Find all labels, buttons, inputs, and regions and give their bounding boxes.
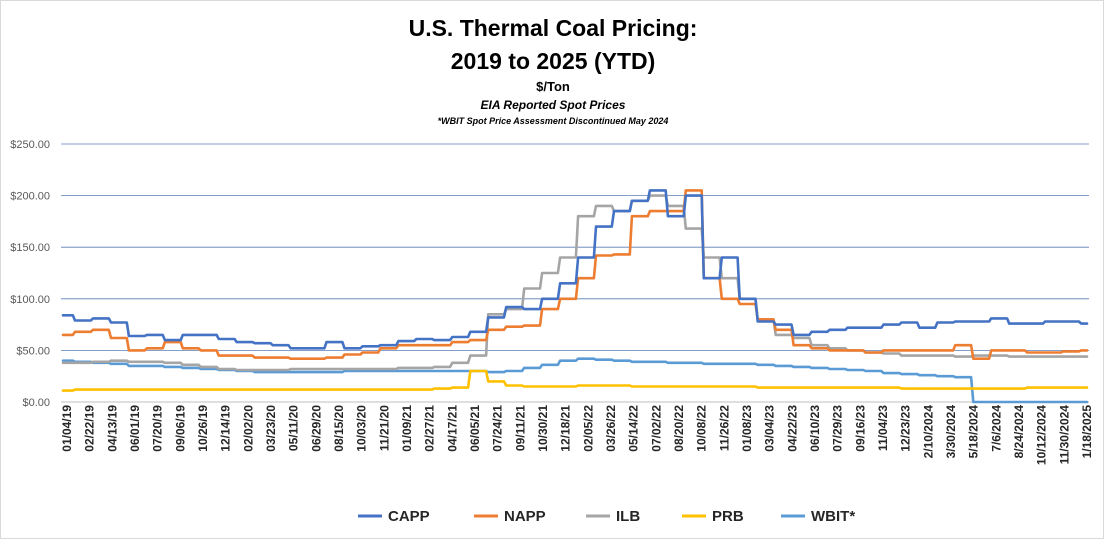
x-tick-label: 09/11/21 [513,405,527,451]
x-tick-label: 11/04/23 [876,405,890,451]
y-tick-label: $250.00 [10,139,50,151]
x-tick-label: 10/12/2024 [1035,405,1049,465]
x-tick-label: 3/30/2024 [944,405,958,459]
x-tick-label: 02/27/21 [423,405,437,452]
x-tick-label: 09/16/23 [853,405,867,452]
x-tick-label: 1/18/2025 [1080,405,1094,459]
y-tick-label: $0.00 [22,397,50,409]
x-axis-ticks: 01/04/19 02/22/19 04/13/19 06/01/19 07/20/19… [60,405,1094,465]
x-tick-label: 10/26/19 [196,405,210,452]
x-tick-label: 08/20/22 [672,405,686,452]
y-tick-label: $50.00 [16,345,50,357]
x-tick-label: 05/14/22 [627,405,641,452]
x-tick-label: 03/23/20 [264,405,278,452]
x-tick-label: 06/01/19 [128,405,142,452]
x-tick-label: 12/23/23 [899,405,913,452]
x-tick-label: 06/10/23 [808,405,822,452]
x-tick-label: 12/18/21 [559,405,573,452]
series-lines [61,189,1089,404]
x-tick-label: 04/17/21 [445,405,459,452]
x-tick-label: 09/06/19 [173,405,187,452]
x-tick-label: 07/24/21 [491,405,505,452]
x-tick-label: 10/03/20 [355,405,369,452]
legend-label-napp: NAPP [504,508,546,525]
legend: CAPP NAPP ILB PRB WBIT* [358,508,855,525]
gridlines [61,143,1089,403]
x-tick-label: 11/21/20 [377,405,391,451]
x-tick-label: 02/02/20 [241,405,255,452]
y-axis-ticks: $0.00 $50.00 $100.00 $150.00 $200.00 $250.00 [10,139,50,409]
x-tick-label: 02/22/19 [83,405,97,452]
x-tick-label: 08/15/20 [332,405,346,452]
x-tick-label: 5/18/2024 [967,405,981,459]
x-tick-label: 04/13/19 [105,405,119,452]
x-tick-label: 07/02/22 [649,405,663,452]
x-tick-label: 2/10/2024 [921,405,935,459]
legend-label-ilb: ILB [616,508,640,525]
x-tick-label: 04/22/23 [785,405,799,452]
x-tick-label: 10/08/22 [695,405,709,452]
x-tick-label: 03/26/22 [604,405,618,452]
x-tick-label: 02/05/22 [581,405,595,452]
x-tick-label: 05/11/20 [287,405,301,451]
legend-label-capp: CAPP [388,508,430,525]
chart-title: U.S. Thermal Coal Pricing: [408,15,698,41]
x-tick-label: 01/08/23 [740,405,754,452]
y-tick-label: $150.00 [10,242,50,254]
y-tick-label: $100.00 [10,294,50,306]
x-tick-label: 06/29/20 [309,405,323,452]
source-label: EIA Reported Spot Prices [480,98,626,112]
series-line-ilb [61,194,1089,372]
chart-subtitle: 2019 to 2025 (YTD) [450,48,656,74]
x-tick-label: 01/04/19 [60,405,74,452]
x-tick-label: 06/05/21 [468,405,482,452]
x-tick-label: 01/09/21 [400,405,414,452]
series-line-capp [61,189,1089,350]
x-tick-label: 11/30/2024 [1057,405,1071,465]
series-line-napp [61,189,1089,360]
x-tick-label: 03/04/23 [763,405,777,452]
x-tick-label: 10/30/21 [536,405,550,452]
x-tick-label: 7/6/2024 [989,405,1003,452]
x-tick-label: 07/20/19 [151,405,165,452]
x-tick-label: 07/29/23 [831,405,845,452]
series-line-wbit [61,357,1089,404]
y-tick-label: $200.00 [10,191,50,203]
series-line-prb [61,369,1089,392]
unit-label: $/Ton [536,79,570,94]
legend-label-wbit: WBIT* [811,508,855,525]
x-tick-label: 12/14/19 [219,405,233,452]
discontinued-note: *WBIT Spot Price Assessment Discontinued… [437,116,669,126]
x-tick-label: 8/24/2024 [1012,405,1026,459]
legend-label-prb: PRB [712,508,744,525]
x-tick-label: 11/26/22 [717,405,731,451]
